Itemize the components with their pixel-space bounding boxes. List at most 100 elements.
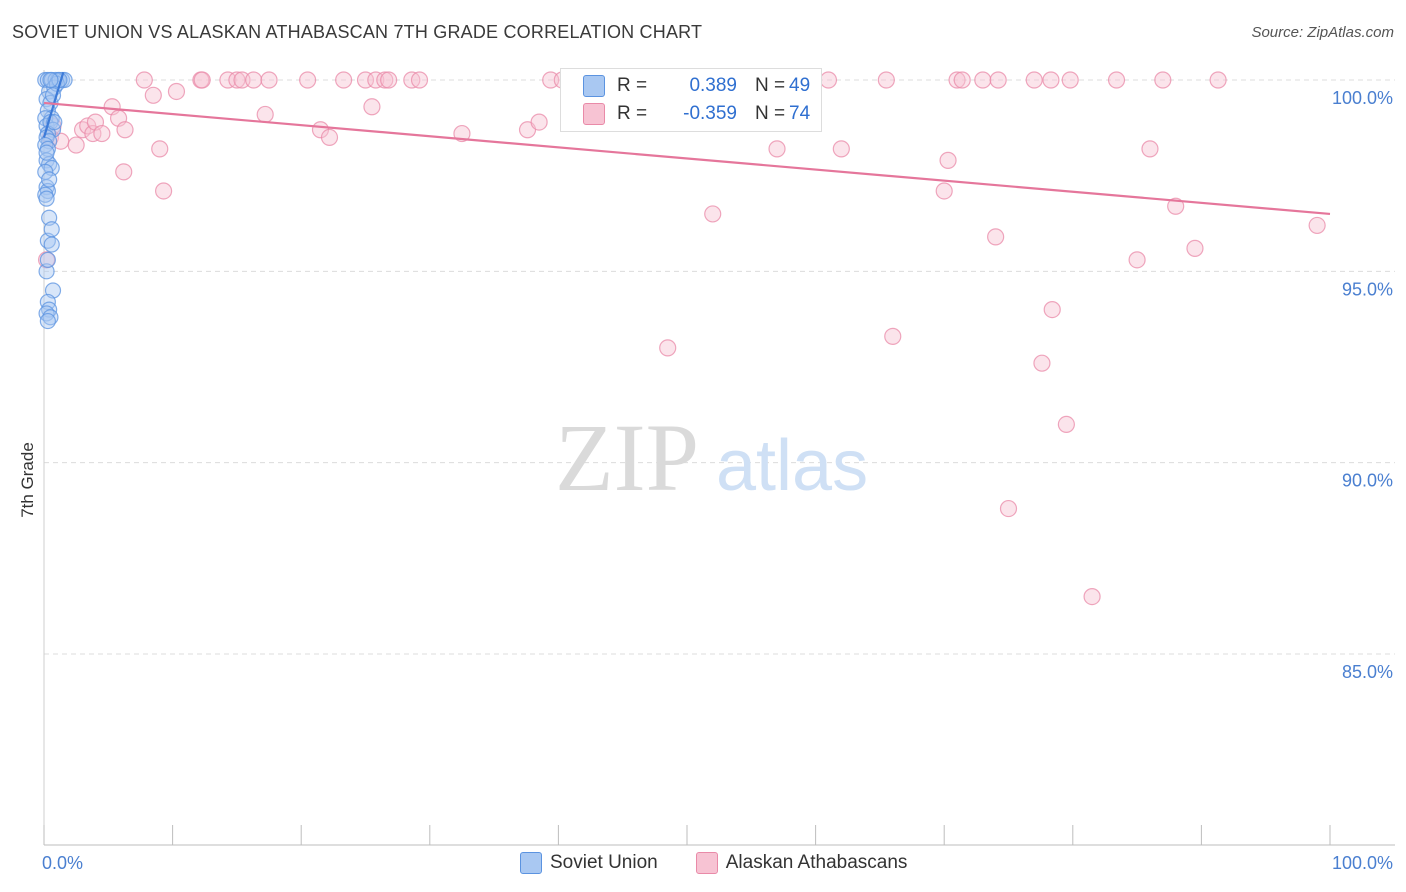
watermark: ZIP atlas [555, 404, 868, 511]
watermark-zip: ZIP [555, 404, 699, 511]
alaskan-athabascan-point [93, 124, 111, 143]
alaskan-athabascan-point [659, 339, 677, 357]
alaskan-r-value: -0.359 [683, 103, 737, 124]
alaskan-athabascan-point [256, 105, 274, 124]
alaskan-athabascan-point [989, 71, 1007, 89]
alaskan-athabascan-point [320, 128, 339, 146]
alaskan-athabascan-point [939, 151, 957, 169]
alaskan-athabascan-point [768, 140, 786, 158]
soviet-union-point [38, 144, 55, 161]
r-label: R = [617, 103, 648, 124]
alaskan-athabascan-point [367, 71, 385, 89]
stats-row-alaskan: R = -0.359 N = 74 [583, 101, 819, 127]
alaskan-athabascan-point [1043, 301, 1061, 319]
grid-lines [44, 79, 1395, 655]
alaskan-athabascan-point [260, 71, 278, 89]
alaskan-athabascan-point [67, 136, 85, 154]
soviet-union-point [39, 312, 56, 330]
alaskan-athabascan-trend-line [43, 101, 1331, 216]
legend-item-soviet: Soviet Union [520, 852, 658, 874]
alaskan-athabascan-point [380, 71, 398, 89]
alaskan-athabascan-point [953, 71, 971, 89]
alaskan-athabascan-point [135, 71, 153, 89]
alaskan-athabascan-point [193, 71, 211, 89]
alaskan-athabascan-point [1061, 71, 1079, 89]
alaskan-athabascan-point [884, 327, 902, 345]
alaskan-athabascan-point [363, 98, 381, 116]
alaskan-athabascan-point [987, 228, 1005, 246]
legend-swatch-soviet [520, 852, 542, 874]
alaskan-athabascan-point [819, 71, 838, 89]
y-tick-label: 95.0% [1342, 279, 1393, 299]
axes [43, 70, 1395, 846]
r-label: R = [617, 75, 648, 96]
alaskan-athabascan-point [115, 163, 133, 181]
n-label: N = [755, 75, 786, 96]
x-tick-label: 100.0% [1332, 853, 1393, 873]
data-points [37, 71, 1326, 606]
source-credit: Source: ZipAtlas.com [1251, 24, 1394, 41]
alaskan-athabascan-point [832, 140, 850, 158]
soviet-union-point [39, 251, 56, 268]
legend-label-alaskan: Alaskan Athabascans [725, 852, 908, 873]
x-tick-label: 0.0% [42, 853, 83, 873]
alaskan-athabascan-point [37, 251, 56, 269]
soviet-union-point [38, 190, 55, 207]
tick-labels: 100.0% 95.0% 90.0% 85.0% 0.0% 100.0% [42, 88, 1393, 873]
soviet-union-point [43, 236, 60, 253]
alaskan-athabascan-point [974, 71, 992, 89]
soviet-union-point [38, 263, 55, 280]
alaskan-athabascan-point [151, 140, 169, 158]
alaskan-athabascan-point [1057, 415, 1075, 433]
watermark-atlas: atlas [716, 426, 868, 506]
alaskan-athabascan-point [1154, 71, 1172, 89]
soviet-r-value: 0.389 [689, 75, 737, 96]
alaskan-athabascan-point [228, 71, 246, 89]
soviet-union-point [42, 71, 59, 89]
alaskan-athabascan-point [154, 182, 173, 200]
y-tick-label: 100.0% [1332, 88, 1393, 108]
soviet-union-point [41, 171, 58, 188]
alaskan-athabascan-point [1167, 197, 1185, 215]
alaskan-athabascan-point [999, 499, 1018, 518]
y-tick-label: 90.0% [1342, 471, 1393, 491]
soviet-union-point [43, 221, 60, 238]
alaskan-athabascan-point [1141, 140, 1159, 158]
alaskan-athabascan-point [1107, 71, 1126, 89]
trend-lines [42, 72, 1331, 216]
legend-label-soviet: Soviet Union [550, 852, 658, 873]
alaskan-athabascan-point [167, 82, 186, 101]
alaskan-athabascan-point [376, 71, 394, 89]
soviet-swatch [583, 75, 605, 97]
n-label: N = [755, 103, 786, 124]
alaskan-athabascan-point [219, 71, 237, 89]
alaskan-athabascan-point [877, 71, 895, 89]
legend-swatch-alaskan [695, 852, 718, 874]
alaskan-athabascan-point [948, 71, 966, 89]
alaskan-athabascan-point [1308, 216, 1326, 235]
alaskan-athabascan-point [144, 86, 162, 104]
alaskan-athabascan-point [1083, 587, 1101, 606]
alaskan-athabascan-point [1209, 71, 1227, 89]
legend-item-alaskan: Alaskan Athabascans [695, 852, 908, 874]
alaskan-athabascan-point [1025, 71, 1043, 89]
stats-row-soviet: R = 0.389 N = 49 [583, 73, 819, 99]
soviet-n-value: 49 [789, 75, 811, 96]
chart-title: SOVIET UNION VS ALASKAN ATHABASCAN 7TH G… [12, 22, 703, 42]
alaskan-athabascan-point [530, 113, 548, 131]
alaskan-athabascan-point [453, 124, 471, 143]
alaskan-athabascan-point [299, 71, 317, 89]
alaskan-athabascan-point [410, 71, 429, 89]
alaskan-athabascan-point [1128, 251, 1146, 269]
alaskan-athabascan-point [245, 71, 263, 89]
series-legend: Soviet Union Alaskan Athabascans [520, 852, 933, 874]
alaskan-athabascan-point [1042, 71, 1060, 89]
alaskan-athabascan-point [335, 71, 353, 89]
alaskan-athabascan-point [1033, 354, 1051, 372]
stats-legend: R = 0.389 N = 49 R = -0.359 N = 74 [560, 68, 822, 132]
alaskan-athabascan-point [704, 205, 722, 223]
alaskan-athabascan-point [1186, 239, 1204, 257]
alaskan-athabascan-point [116, 121, 134, 139]
alaskan-swatch [583, 103, 605, 125]
